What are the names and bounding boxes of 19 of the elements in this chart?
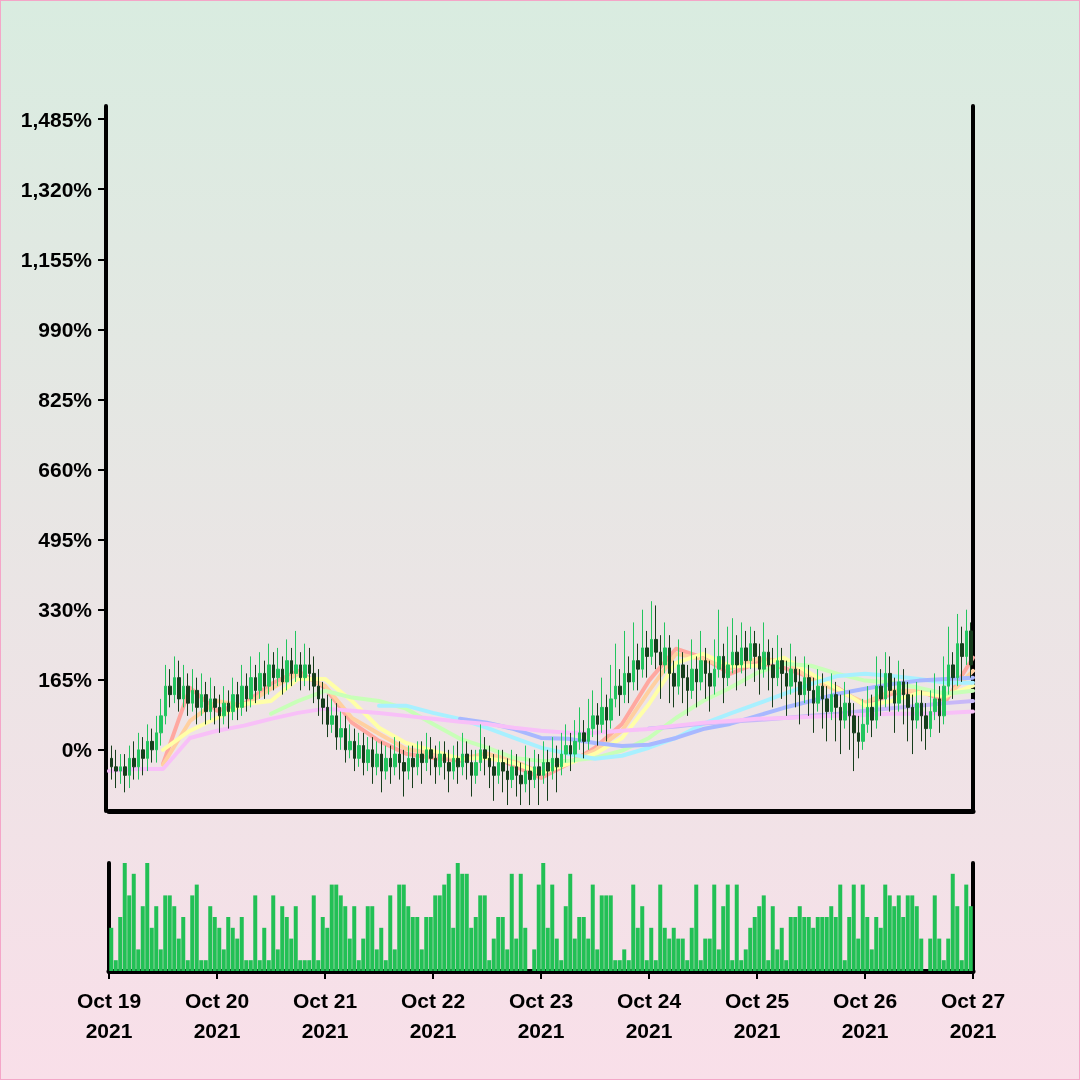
- y-tick-label: 330%: [38, 598, 93, 622]
- x-tick-label: Oct 23 2021: [508, 988, 574, 1042]
- x-tick-label: Oct 20 2021: [184, 988, 250, 1042]
- y-tick-label: 660%: [38, 458, 93, 482]
- y-tick-label: 990%: [38, 317, 93, 341]
- x-tick-label: Oct 19 2021: [76, 988, 142, 1042]
- x-tick-label: Oct 26 2021: [832, 988, 898, 1042]
- x-tick-label: Oct 21 2021: [292, 988, 358, 1042]
- y-tick-label: 0%: [61, 738, 93, 762]
- y-tick-label: 1,320%: [20, 177, 93, 201]
- y-tick-label: 1,155%: [20, 247, 93, 271]
- y-tick-label: 495%: [38, 528, 93, 552]
- x-tick-label: Oct 24 2021: [616, 988, 682, 1042]
- y-tick-label: 825%: [38, 387, 93, 411]
- x-tick-label: Oct 27 2021: [940, 988, 1006, 1042]
- y-tick-label: 1,485%: [20, 107, 93, 131]
- x-tick-label: Oct 25 2021: [724, 988, 790, 1042]
- x-tick-label: Oct 22 2021: [400, 988, 466, 1042]
- y-tick-label: 165%: [38, 668, 93, 692]
